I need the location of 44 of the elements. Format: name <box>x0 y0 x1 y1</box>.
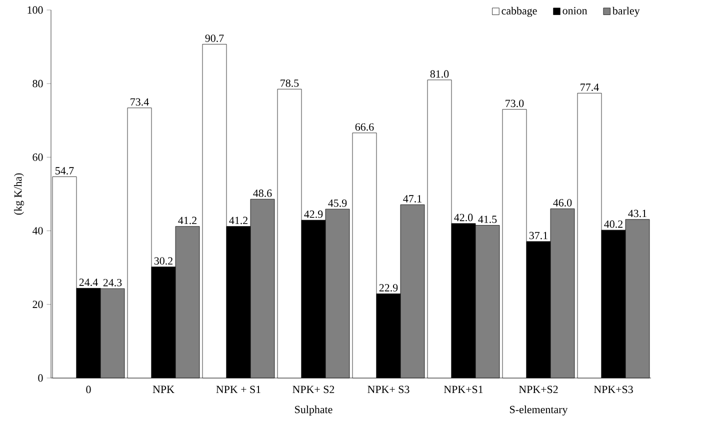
data-label: 43.1 <box>628 210 646 218</box>
y-tick-label: 0 <box>38 374 43 382</box>
x-tick-label: NPK+ S2 <box>292 386 334 394</box>
y-tick-label: 80 <box>32 80 43 88</box>
text: S-elementary <box>510 406 568 416</box>
y-tick-label: 40 <box>32 227 43 234</box>
data-label: 41.5 <box>478 216 497 224</box>
data-label: 41.2 <box>229 216 248 224</box>
data-label: 47.1 <box>403 195 422 202</box>
data-label: 24.3 <box>103 278 122 286</box>
x-tick-label: NPK+S3 <box>594 386 633 394</box>
legend-label: onion <box>562 7 588 14</box>
y-tick-label: 60 <box>32 154 43 161</box>
data-label: 78.5 <box>280 79 299 87</box>
x-tick-label: NPK+S1 <box>444 386 483 394</box>
y-axis-title: (kg K/ha) <box>14 173 24 215</box>
x-tick-label: NPK+ S3 <box>368 386 410 394</box>
data-label: 30.2 <box>154 257 172 265</box>
data-label: 77.4 <box>580 84 599 91</box>
data-label: 24.4 <box>79 278 98 286</box>
data-label: 42.0 <box>454 214 473 222</box>
data-label: 48.6 <box>253 190 272 197</box>
text: Sulphate <box>295 406 332 416</box>
data-label: 45.9 <box>328 199 347 207</box>
x-tick-label: 0 <box>86 386 91 394</box>
data-label: 90.7 <box>205 34 224 42</box>
data-label: 81.0 <box>430 70 449 78</box>
legend-label: barley <box>612 6 640 17</box>
data-label: 41.2 <box>178 216 196 224</box>
data-label: 22.9 <box>379 284 398 292</box>
data-label: 40.2 <box>604 220 622 228</box>
data-label: 42.9 <box>304 210 323 218</box>
x-tick-label: NPK+S2 <box>518 386 558 394</box>
y-tick-label: 20 <box>32 300 43 308</box>
legend-label: cabbage <box>502 6 537 17</box>
x-tick-label: NPK <box>152 386 174 393</box>
data-label: 73.0 <box>506 100 524 108</box>
data-label: 46.0 <box>553 199 572 207</box>
data-label: 66.6 <box>355 123 374 131</box>
data-label: 37.1 <box>529 232 548 240</box>
y-tick-label: 100 <box>28 6 43 14</box>
x-tick-label: NPK + S1 <box>216 386 260 394</box>
data-label: 73.4 <box>130 98 149 106</box>
data-label: 54.7 <box>56 167 74 175</box>
